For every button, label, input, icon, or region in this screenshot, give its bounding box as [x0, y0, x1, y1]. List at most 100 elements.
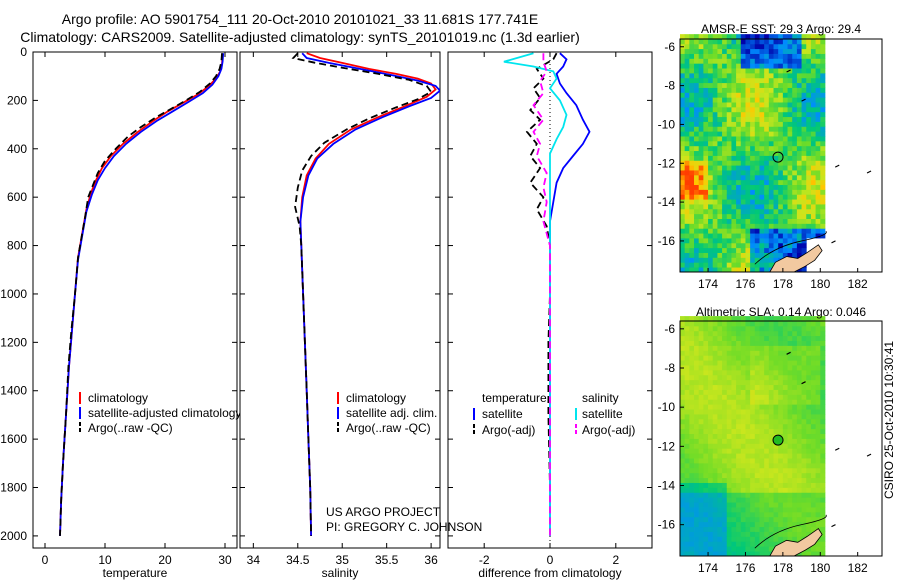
sst_map-cell: [754, 97, 760, 103]
sla_map-cell: [712, 472, 718, 479]
sst_map-cell: [708, 87, 714, 93]
sla_map-cell: [773, 321, 779, 327]
sla_map-cell: [722, 458, 728, 464]
sla_map-cell: [698, 536, 704, 542]
sst_map-cell: [731, 131, 737, 137]
sst_map-cell: [768, 218, 774, 224]
sla_map-cell: [820, 340, 826, 346]
sla_map-cell: [810, 394, 817, 400]
sst_map-cell: [731, 194, 737, 200]
sla_map-cell: [712, 394, 718, 400]
sla_map-cell: [768, 389, 774, 395]
sst_map-island: [831, 240, 836, 244]
sla_map-cell: [778, 462, 784, 469]
sst_map-cell: [708, 238, 714, 244]
sst_map-cell: [773, 82, 779, 88]
sla_map-cell: [773, 458, 779, 464]
sst_map-cell: [722, 102, 728, 108]
sst_map-cell: [768, 43, 774, 50]
sst_map-cell: [684, 92, 690, 98]
sst_map-cell: [759, 267, 765, 273]
sst_map-cell: [745, 126, 751, 132]
sst_map-cell: [782, 63, 788, 69]
sla_map-cell: [740, 340, 746, 346]
sla_map-cell: [810, 399, 817, 405]
sla_map-cell: [740, 546, 746, 552]
sla_map-cell: [731, 414, 737, 420]
sst_map-cell: [698, 179, 704, 186]
sst_map-cell: [717, 39, 723, 45]
sst_map-cell: [689, 242, 695, 249]
sst_map-cell: [773, 68, 779, 74]
sla_map-cell: [736, 467, 742, 474]
sla_map-cell: [750, 399, 756, 405]
sst_map-cell: [698, 155, 704, 161]
sla_map-cell: [694, 477, 700, 483]
sst_map-cell: [754, 106, 760, 113]
sla_map-cell: [815, 497, 821, 503]
sst_map-cell: [792, 174, 798, 181]
sst_map-cell: [750, 213, 756, 219]
sst_map-cell: [689, 204, 695, 210]
sla_map-cell: [689, 409, 695, 415]
sst_map-cell: [717, 233, 723, 239]
sla_map-cell: [736, 384, 742, 390]
sla_map-cell: [787, 325, 793, 332]
title-line-2: Climatology: CARS2009. Satellite-adjuste…: [20, 29, 580, 45]
sst_map-cell: [787, 218, 793, 224]
sst_map-cell: [703, 102, 709, 108]
sst_map-cell: [796, 39, 802, 45]
sst_map-cell: [750, 131, 756, 137]
sla_map-x-tick-label: 178: [773, 561, 793, 575]
sst_map-cell: [680, 97, 686, 103]
sst_map-cell: [787, 223, 793, 229]
sst_map-cell: [698, 34, 704, 40]
sst_map-cell: [815, 53, 821, 59]
sst_map-cell: [754, 238, 760, 244]
sst_map-cell: [773, 208, 779, 215]
difference-x-tick-label: -2: [479, 553, 490, 567]
sst_map-cell: [703, 218, 709, 224]
sla_map-cell: [717, 511, 723, 518]
sst_map-cell: [708, 257, 714, 263]
sst_map-cell: [717, 92, 723, 98]
sla_map-cell: [745, 511, 751, 518]
sla_map-cell: [759, 423, 765, 430]
sst_map-cell: [773, 238, 779, 244]
sla_map-cell: [745, 335, 751, 341]
sla_map-cell: [712, 325, 718, 332]
sst_map-cell: [792, 238, 798, 244]
sst_map-cell: [764, 238, 770, 244]
sla_map-cell: [820, 418, 826, 425]
sst_map-cell: [740, 111, 746, 118]
sla_map-cell: [796, 458, 802, 464]
sla_map-cell: [745, 526, 751, 532]
sst_map-cell: [740, 39, 746, 45]
sla_map-cell: [740, 448, 746, 454]
sla_map-cell: [736, 541, 742, 547]
sst_map-cell: [764, 131, 770, 137]
sst_map-cell: [801, 213, 807, 219]
sla_map-cell: [754, 428, 760, 435]
sst_map-cell: [731, 228, 737, 234]
sla_map-cell: [717, 546, 723, 552]
sst_map-cell: [694, 223, 700, 229]
sst_map-cell: [759, 92, 765, 98]
sst_map-cell: [768, 126, 774, 132]
sst_map-cell: [740, 252, 746, 258]
sla_map-cell: [694, 541, 700, 547]
sla_map-cell: [787, 355, 793, 361]
sla_map-cell: [810, 546, 817, 552]
sla_map-cell: [726, 414, 732, 420]
sst_map-cell: [750, 116, 756, 122]
sla_map-cell: [726, 541, 732, 547]
sla_map-cell: [694, 487, 700, 493]
sst_map-cell: [689, 218, 695, 224]
salinity-legend-label-1: satellite adj. clim.: [346, 406, 437, 420]
sla_map-cell: [698, 350, 704, 356]
sst_map-cell: [806, 208, 812, 215]
sst_map-cell: [815, 77, 821, 84]
sla_map-cell: [820, 487, 826, 493]
sst_map-cell: [778, 179, 784, 186]
sla_map-cell: [717, 477, 723, 483]
